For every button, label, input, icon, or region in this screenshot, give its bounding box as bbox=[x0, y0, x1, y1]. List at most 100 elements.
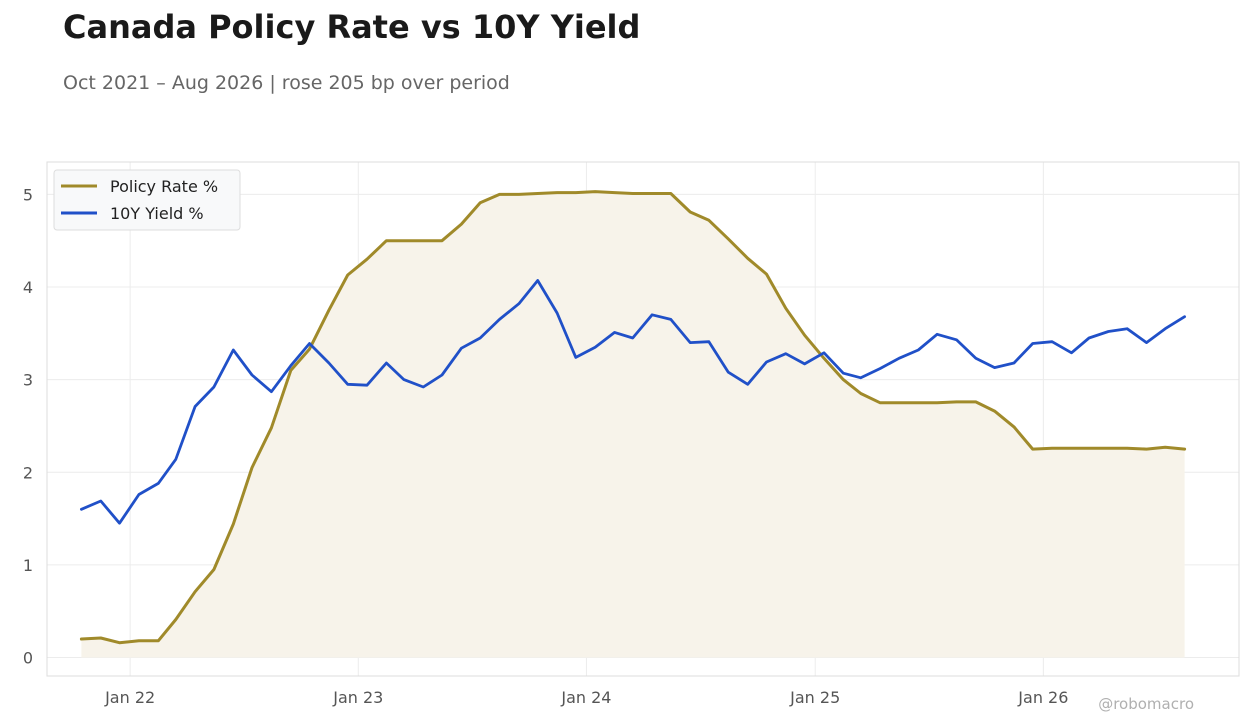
yield-point bbox=[536, 279, 540, 283]
policy-rate-point bbox=[878, 401, 882, 405]
yield-point bbox=[897, 356, 901, 360]
y-axis-ticks: 0 1 2 3 4 5 bbox=[23, 185, 33, 667]
yield-point bbox=[289, 364, 293, 368]
policy-rate-point bbox=[765, 272, 769, 276]
yield-point bbox=[99, 499, 103, 503]
policy-rate-point bbox=[289, 368, 293, 372]
yield-point bbox=[79, 507, 83, 511]
yield-point bbox=[346, 382, 350, 386]
legend-box bbox=[53, 169, 241, 231]
policy-rate-point bbox=[1145, 447, 1149, 451]
x-tick-label: Jan 23 bbox=[332, 688, 383, 707]
yield-point bbox=[878, 367, 882, 371]
yield-point bbox=[669, 317, 673, 321]
yield-point bbox=[555, 311, 559, 315]
yield-point bbox=[993, 366, 997, 370]
chart-subtitle: Oct 2021 – Aug 2026 | rose 205 bp over p… bbox=[63, 72, 510, 94]
y-tick-label: 4 bbox=[23, 278, 33, 297]
policy-rate-point bbox=[346, 273, 350, 277]
yield-point bbox=[421, 385, 425, 389]
yield-point bbox=[1183, 315, 1187, 319]
policy-rate-point bbox=[1125, 446, 1129, 450]
policy-rate-point bbox=[137, 639, 141, 643]
policy-rate-point bbox=[536, 192, 540, 196]
yield-point bbox=[822, 351, 826, 355]
yield-point bbox=[746, 382, 750, 386]
policy-rate-point bbox=[384, 239, 388, 243]
policy-rate-point bbox=[79, 637, 83, 641]
yield-point bbox=[765, 360, 769, 364]
policy-rate-point bbox=[231, 522, 235, 526]
yield-point bbox=[974, 356, 978, 360]
policy-rate-point bbox=[688, 210, 692, 214]
yield-point bbox=[1087, 336, 1091, 340]
policy-rate-point bbox=[308, 347, 312, 351]
policy-rate-point bbox=[99, 636, 103, 640]
policy-rate-point bbox=[650, 192, 654, 196]
yield-point bbox=[365, 383, 369, 387]
x-tick-label: Jan 25 bbox=[789, 688, 840, 707]
yield-point bbox=[955, 338, 959, 342]
policy-rate-point bbox=[1106, 446, 1110, 450]
yield-point bbox=[231, 348, 235, 352]
legend-label-policy-rate: Policy Rate % bbox=[110, 177, 218, 196]
yield-point bbox=[803, 362, 807, 366]
policy-rate-point bbox=[212, 568, 216, 572]
yield-point bbox=[1106, 330, 1110, 334]
yield-point bbox=[841, 371, 845, 375]
policy-rate-point bbox=[459, 222, 463, 226]
yield-point bbox=[1125, 327, 1129, 331]
yield-point bbox=[327, 361, 331, 365]
yield-point bbox=[916, 348, 920, 352]
x-tick-label: Jan 26 bbox=[1017, 688, 1068, 707]
yield-point bbox=[935, 332, 939, 336]
policy-rate-point bbox=[1183, 447, 1187, 451]
policy-rate-point bbox=[955, 400, 959, 404]
policy-rate-point bbox=[555, 191, 559, 195]
y-tick-label: 3 bbox=[23, 371, 33, 390]
policy-rate-point bbox=[421, 239, 425, 243]
yield-line bbox=[80, 279, 1186, 525]
yield-point bbox=[593, 345, 597, 349]
policy-rate-point bbox=[1050, 446, 1054, 450]
yield-point bbox=[156, 481, 160, 485]
yield-point bbox=[174, 457, 178, 461]
plot-frame bbox=[46, 161, 1240, 677]
yield-point bbox=[784, 352, 788, 356]
policy-rate-point bbox=[1163, 445, 1167, 449]
policy-rate-point bbox=[156, 639, 160, 643]
policy-rate-area bbox=[81, 191, 1185, 658]
policy-rate-point bbox=[669, 192, 673, 196]
policy-rate-point bbox=[193, 590, 197, 594]
yield-point bbox=[1145, 341, 1149, 345]
x-axis-ticks: Jan 22 Jan 23 Jan 24 Jan 25 Jan 26 bbox=[104, 688, 1068, 707]
policy-rate-point bbox=[250, 466, 254, 470]
policy-rate-point bbox=[118, 641, 122, 645]
policy-rate-point bbox=[440, 239, 444, 243]
yield-point bbox=[118, 521, 122, 525]
policy-rate-point bbox=[613, 191, 617, 195]
y-tick-label: 1 bbox=[23, 556, 33, 575]
x-tick-label: Jan 24 bbox=[560, 688, 611, 707]
yield-point bbox=[707, 340, 711, 344]
yield-point bbox=[613, 330, 617, 334]
policy-rate-line bbox=[79, 190, 1187, 645]
yield-point bbox=[688, 341, 692, 345]
chart-title: Canada Policy Rate vs 10Y Yield bbox=[63, 8, 641, 46]
policy-rate-point bbox=[365, 257, 369, 261]
yield-point bbox=[402, 378, 406, 382]
policy-rate-point bbox=[726, 237, 730, 241]
yield-point bbox=[308, 342, 312, 346]
yield-point bbox=[137, 493, 141, 497]
yield-point bbox=[726, 370, 730, 374]
y-tick-label: 2 bbox=[23, 463, 33, 482]
policy-rate-point bbox=[327, 308, 331, 312]
yield-point bbox=[384, 361, 388, 365]
legend-label-10y-yield: 10Y Yield % bbox=[110, 204, 204, 223]
policy-rate-point bbox=[1087, 446, 1091, 450]
policy-rate-point bbox=[402, 239, 406, 243]
policy-rate-point bbox=[974, 400, 978, 404]
yield-point bbox=[650, 313, 654, 317]
yield-point bbox=[269, 390, 273, 394]
policy-rate-point bbox=[859, 392, 863, 396]
